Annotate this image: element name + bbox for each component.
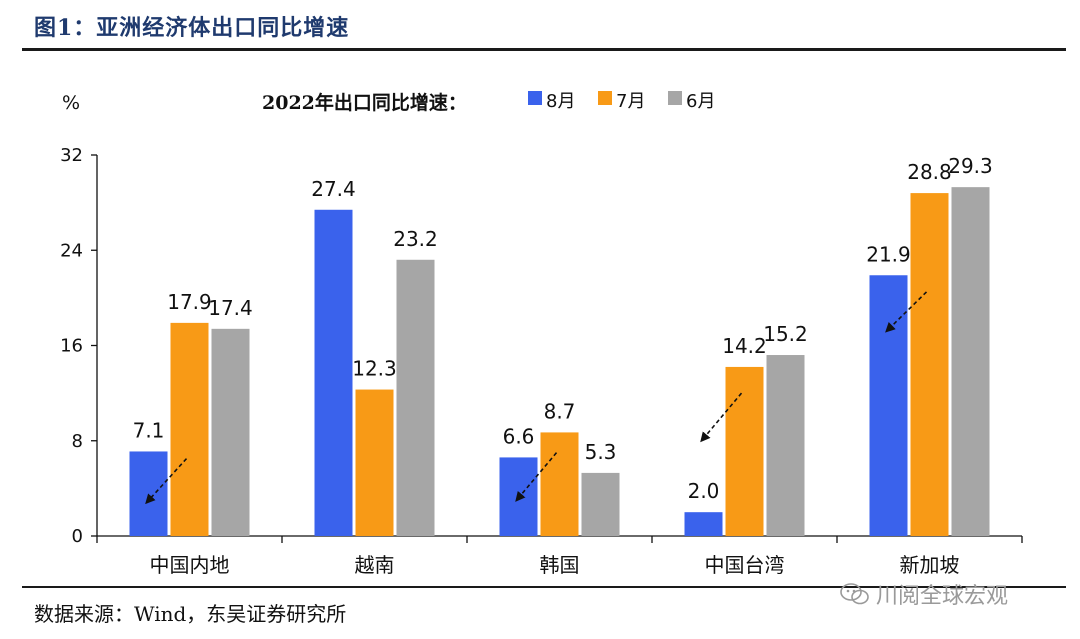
figure-title: 图1：亚洲经济体出口同比增速 bbox=[34, 15, 350, 41]
legend-label: 6月 bbox=[686, 91, 715, 112]
trend-arrow bbox=[885, 291, 928, 333]
chart-title: 2022年出口同比增速： bbox=[262, 91, 467, 114]
legend-swatch bbox=[528, 91, 542, 105]
bars bbox=[129, 187, 990, 537]
watermark: 川阅全球宏观 bbox=[840, 578, 1008, 610]
bar-value-label: 14.2 bbox=[722, 334, 767, 358]
bar-value-label: 21.9 bbox=[866, 242, 911, 266]
bar bbox=[766, 355, 805, 536]
bottom-rule bbox=[22, 586, 1066, 588]
x-category-label: 韩国 bbox=[540, 553, 580, 577]
legend-swatch bbox=[668, 91, 682, 105]
bar bbox=[725, 366, 764, 536]
top-rule bbox=[22, 48, 1066, 51]
y-tick-label: 8 bbox=[72, 431, 83, 452]
legend-label: 7月 bbox=[616, 91, 645, 112]
annotations bbox=[145, 291, 928, 505]
bar bbox=[684, 512, 723, 536]
bar bbox=[869, 275, 908, 536]
bar-value-label: 8.7 bbox=[544, 399, 576, 423]
y-tick-label: 0 bbox=[72, 526, 83, 547]
y-axis-unit: % bbox=[62, 92, 80, 114]
bar-value-label: 12.3 bbox=[352, 357, 397, 381]
bar bbox=[581, 472, 620, 536]
bar bbox=[211, 328, 250, 536]
bar-value-label: 7.1 bbox=[133, 418, 165, 442]
bar bbox=[129, 451, 168, 536]
bar bbox=[910, 193, 949, 536]
x-category-label: 新加坡 bbox=[900, 553, 960, 577]
bar-value-label: 17.4 bbox=[208, 296, 253, 320]
bar bbox=[951, 187, 990, 536]
source-note: 数据来源：Wind，东吴证券研究所 bbox=[34, 602, 347, 626]
bar bbox=[396, 259, 435, 536]
bar-value-label: 6.6 bbox=[503, 424, 535, 448]
bar-value-label: 23.2 bbox=[393, 227, 438, 251]
bar-value-label: 2.0 bbox=[688, 479, 720, 503]
watermark-text: 川阅全球宏观 bbox=[876, 584, 1009, 609]
trend-arrow bbox=[145, 458, 188, 505]
x-category-label: 中国台湾 bbox=[705, 553, 785, 577]
legend-swatch bbox=[598, 91, 612, 105]
bar-chart: % 2022年出口同比增速： 8月 7月 6月 0 8 16 24 32 中国内地 越南 韩国 中国… bbox=[60, 91, 1023, 577]
bar-value-label: 15.2 bbox=[763, 322, 808, 346]
axes: 0 8 16 24 32 中国内地 越南 韩国 中国台湾 新加坡 bbox=[60, 145, 1023, 577]
wechat-icon bbox=[840, 583, 869, 605]
data-labels: 7.1 27.4 6.6 2.0 21.9 17.9 12.3 8.7 14.2 28.8 17.4… bbox=[133, 154, 993, 503]
trend-arrow bbox=[515, 452, 558, 502]
y-tick-label: 16 bbox=[60, 336, 83, 357]
bar-value-label: 5.3 bbox=[585, 440, 617, 464]
bar-value-label: 27.4 bbox=[311, 177, 356, 201]
legend: 8月 7月 6月 bbox=[528, 91, 715, 112]
x-category-label: 越南 bbox=[355, 553, 395, 577]
legend-label: 8月 bbox=[546, 91, 575, 112]
bar bbox=[170, 322, 209, 536]
trend-arrow bbox=[700, 392, 743, 443]
x-category-label: 中国内地 bbox=[150, 553, 230, 577]
bar-value-label: 28.8 bbox=[907, 160, 952, 184]
y-tick-label: 32 bbox=[60, 145, 83, 166]
bar bbox=[355, 389, 394, 536]
bar-value-label: 17.9 bbox=[167, 290, 212, 314]
bar-value-label: 29.3 bbox=[948, 154, 993, 178]
y-tick-label: 24 bbox=[60, 240, 83, 261]
bar bbox=[314, 209, 353, 537]
bar bbox=[540, 432, 579, 536]
